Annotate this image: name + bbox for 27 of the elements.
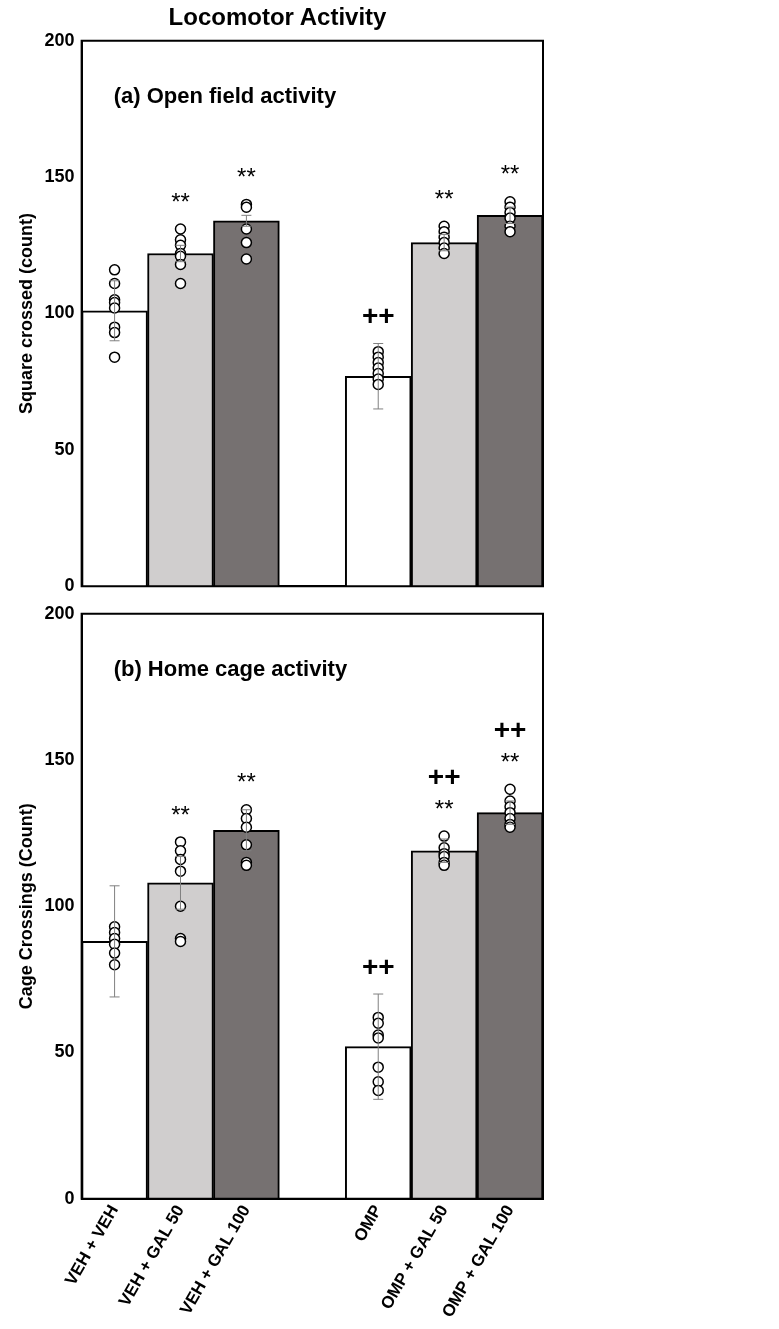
- annotation: **: [171, 187, 190, 215]
- y-tick-label: 200: [44, 602, 75, 623]
- annotation: **: [237, 768, 256, 796]
- annotation: ++: [361, 300, 395, 332]
- annotation: **: [434, 794, 454, 822]
- annotation: **: [500, 747, 520, 775]
- y-axis-title: Cage Crossings (Count): [15, 803, 36, 1010]
- annotation: ++: [427, 760, 461, 792]
- annotation: **: [171, 800, 190, 828]
- annotation: **: [434, 184, 454, 212]
- y-axis-title: Square crossed (count): [15, 212, 36, 415]
- annotation: ++: [493, 714, 527, 746]
- annotation: (b) Home cage activity: [113, 655, 348, 681]
- annotation: ++: [361, 950, 395, 982]
- annotation: **: [237, 163, 256, 191]
- y-tick-label: 50: [54, 1041, 75, 1062]
- y-tick-label: 100: [44, 302, 75, 323]
- y-tick-label: 100: [44, 895, 75, 916]
- annotation: **: [500, 160, 520, 188]
- y-tick-label: 150: [44, 749, 75, 770]
- chart-title: Locomotor Activity: [168, 3, 388, 31]
- y-tick-label: 0: [64, 1187, 75, 1208]
- y-tick-label: 50: [54, 438, 75, 459]
- y-tick-label: 200: [44, 29, 75, 50]
- annotation: (a) Open field activity: [113, 82, 337, 108]
- y-tick-label: 0: [64, 575, 75, 596]
- y-tick-label: 150: [44, 166, 75, 187]
